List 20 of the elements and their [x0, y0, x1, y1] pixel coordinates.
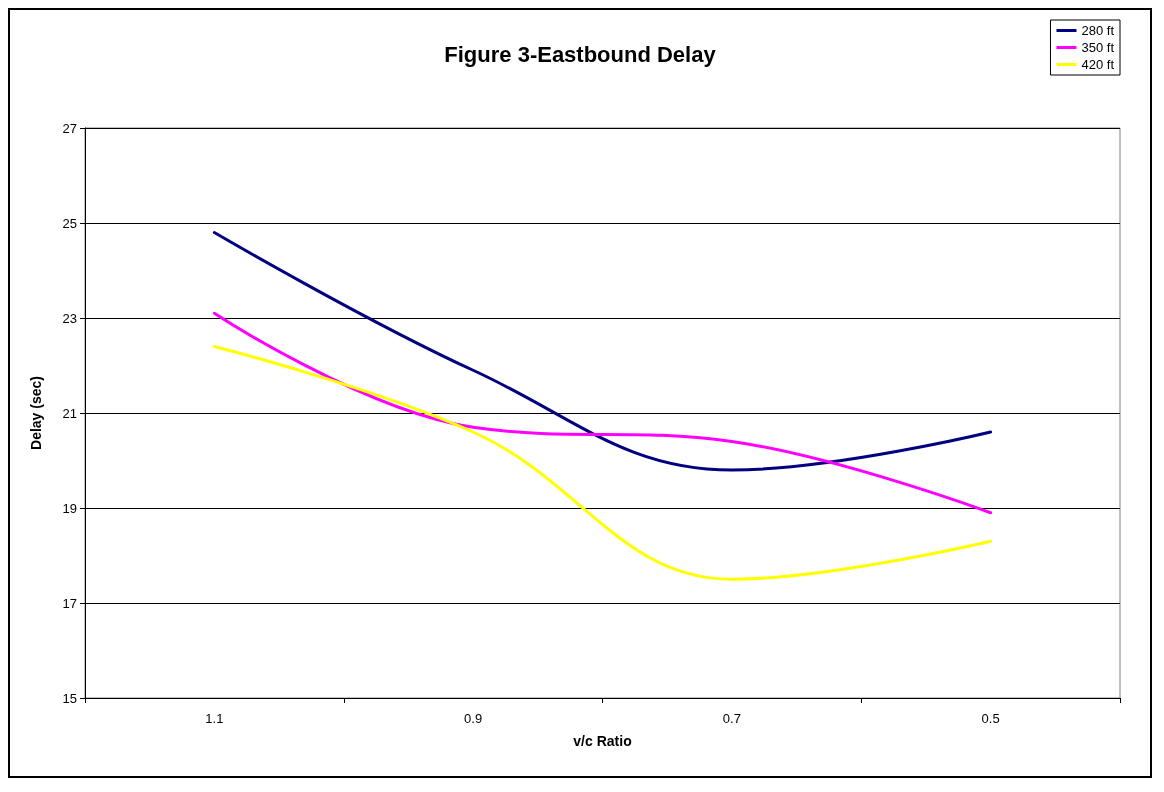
y-tick-label: 21 [62, 405, 77, 421]
y-tick-label: 23 [62, 310, 77, 326]
y-axis-title: Delay (sec) [28, 376, 44, 450]
x-axis-title: v/c Ratio [573, 733, 632, 749]
y-tick-label: 17 [62, 595, 77, 611]
x-tick-label: 1.1 [205, 711, 224, 726]
legend-label: 420 ft [1081, 57, 1115, 72]
chart-title: Figure 3-Eastbound Delay [444, 41, 717, 67]
y-tick-label: 19 [62, 500, 77, 516]
legend-label: 350 ft [1081, 40, 1115, 55]
line-series [212, 311, 993, 515]
y-tick-label: 25 [62, 215, 77, 231]
x-tick-label: 0.7 [722, 711, 741, 726]
y-tick-label: 27 [62, 120, 77, 136]
x-tick-label: 0.9 [464, 711, 483, 726]
y-tick-label: 15 [62, 690, 77, 706]
line-series [212, 231, 993, 472]
x-tick-label: 0.5 [981, 711, 1000, 726]
legend-label: 280 ft [1081, 23, 1115, 38]
line-series [212, 345, 993, 581]
